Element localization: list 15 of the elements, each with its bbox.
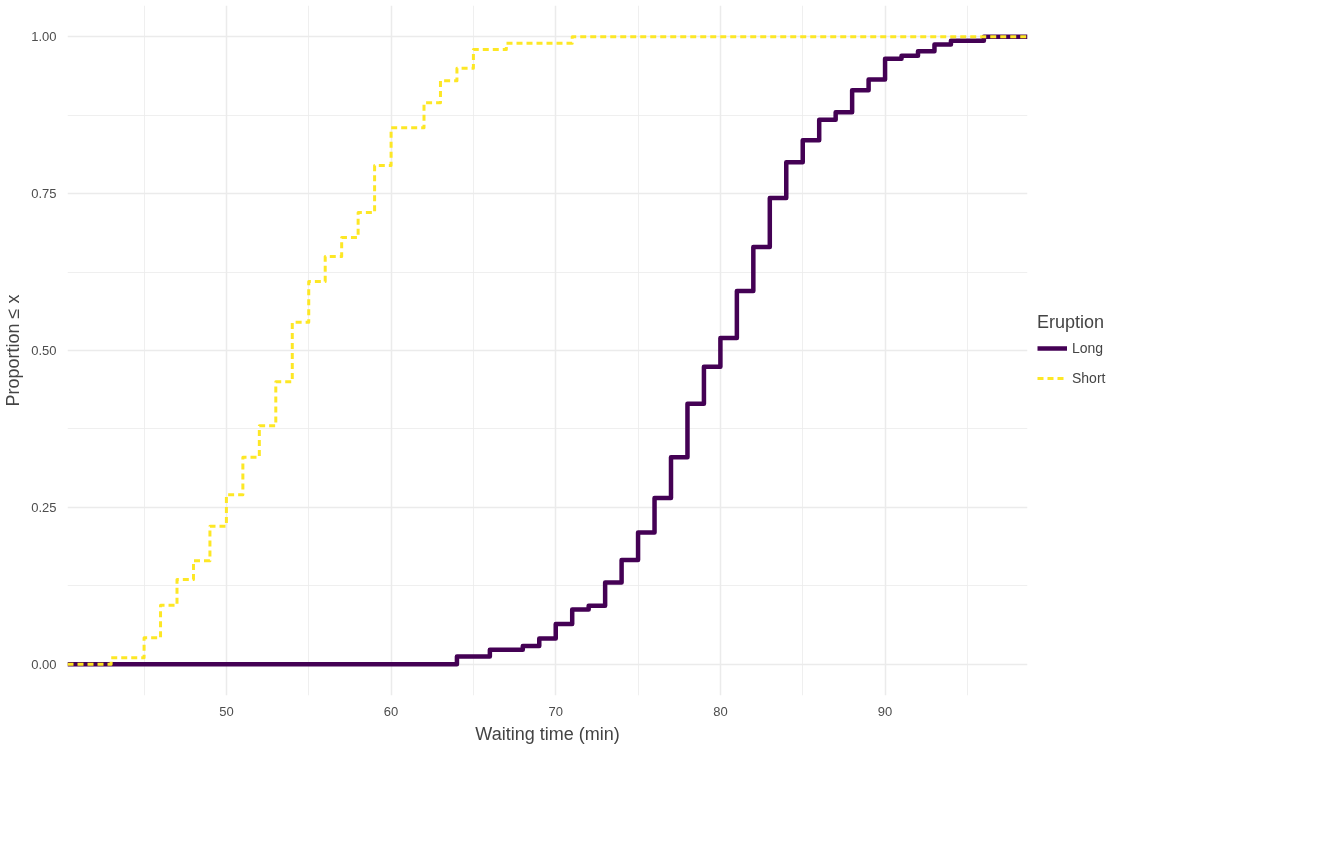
- x-tick-label: 90: [877, 703, 893, 719]
- x-tick-label: 70: [548, 703, 563, 719]
- y-tick-label: 0.50: [31, 343, 57, 358]
- x-tick-label: 80: [713, 703, 728, 719]
- legend-label: Long: [1072, 340, 1104, 356]
- x-axis-title: Waiting time (min): [475, 723, 620, 744]
- legend-title: Eruption: [1037, 312, 1106, 333]
- y-tick-label: 0.00: [31, 656, 57, 672]
- x-tick-label: 50: [219, 703, 234, 719]
- y-axis-title: Proportion ≤ x: [3, 294, 24, 407]
- y-tick-label: 0.25: [31, 499, 57, 515]
- y-tick-label: 0.75: [31, 186, 57, 202]
- legend-label: Short: [1072, 370, 1106, 386]
- y-tick-label: 1.00: [31, 29, 57, 45]
- x-tick-label: 60: [383, 703, 399, 719]
